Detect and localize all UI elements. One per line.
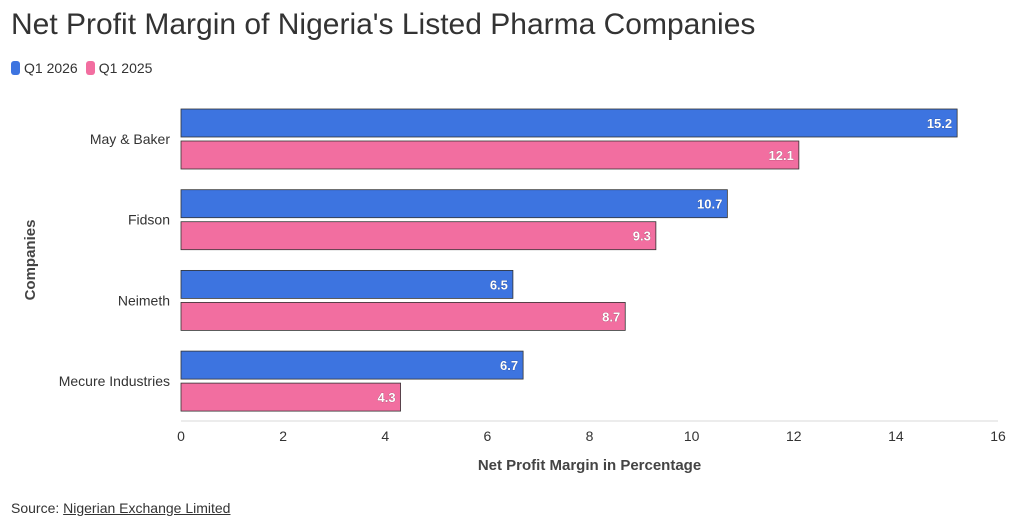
x-axis-label: Net Profit Margin in Percentage xyxy=(478,457,701,474)
x-tick-label: 6 xyxy=(483,428,491,444)
legend-swatch-q1-2025 xyxy=(85,61,95,75)
x-tick-label: 8 xyxy=(586,428,594,444)
chart-title: Net Profit Margin of Nigeria's Listed Ph… xyxy=(11,8,756,41)
bar-q1-2025 xyxy=(180,140,800,170)
data-label: 4.3 xyxy=(377,390,395,405)
bar-q1-2025 xyxy=(180,301,626,331)
bar-q1-2025 xyxy=(180,382,401,412)
legend-label-q1-2026: Q1 2026 xyxy=(24,60,78,76)
bar-chart: 0 2 4 6 8 10 12 14 16 Net Profit Margin in Percen… xyxy=(22,108,1006,474)
category-label: Mecure Industries xyxy=(59,373,170,389)
data-label: 9.3 xyxy=(633,229,651,244)
x-tick-label: 0 xyxy=(177,428,185,444)
x-tick-label: 14 xyxy=(888,428,904,444)
bar-q1-2026 xyxy=(180,189,728,219)
legend: Q1 2026 Q1 2025 xyxy=(11,60,152,76)
data-label: 10.7 xyxy=(697,197,722,212)
x-tick-label: 10 xyxy=(684,428,700,444)
bar-q1-2026 xyxy=(180,269,514,299)
x-tick-label: 12 xyxy=(786,428,802,444)
x-tick-label: 16 xyxy=(990,428,1006,444)
source-link[interactable]: Nigerian Exchange Limited xyxy=(63,500,231,516)
data-label: 15.2 xyxy=(927,116,952,131)
x-tick-label: 4 xyxy=(381,428,389,444)
data-label: 8.7 xyxy=(602,309,620,324)
source-label: Source: xyxy=(11,500,60,516)
x-tick-label: 2 xyxy=(279,428,287,444)
bar-q1-2026 xyxy=(180,108,958,138)
data-label: 6.5 xyxy=(490,277,508,292)
data-label: 6.7 xyxy=(500,358,518,373)
bar-q1-2026 xyxy=(180,350,524,380)
legend-item-q1-2026[interactable]: Q1 2026 xyxy=(11,60,78,76)
legend-swatch-q1-2026 xyxy=(11,61,20,75)
legend-label-q1-2025: Q1 2025 xyxy=(98,60,153,76)
source-note: Source: Nigerian Exchange Limited xyxy=(11,500,230,516)
category-label: May & Baker xyxy=(90,131,170,147)
category-label: Fidson xyxy=(128,212,170,228)
data-label: 12.1 xyxy=(769,148,794,163)
bar-q1-2025 xyxy=(180,221,657,251)
y-axis-label: Companies xyxy=(22,220,39,301)
legend-item-q1-2025[interactable]: Q1 2025 xyxy=(85,60,153,76)
category-label: Neimeth xyxy=(118,292,170,308)
